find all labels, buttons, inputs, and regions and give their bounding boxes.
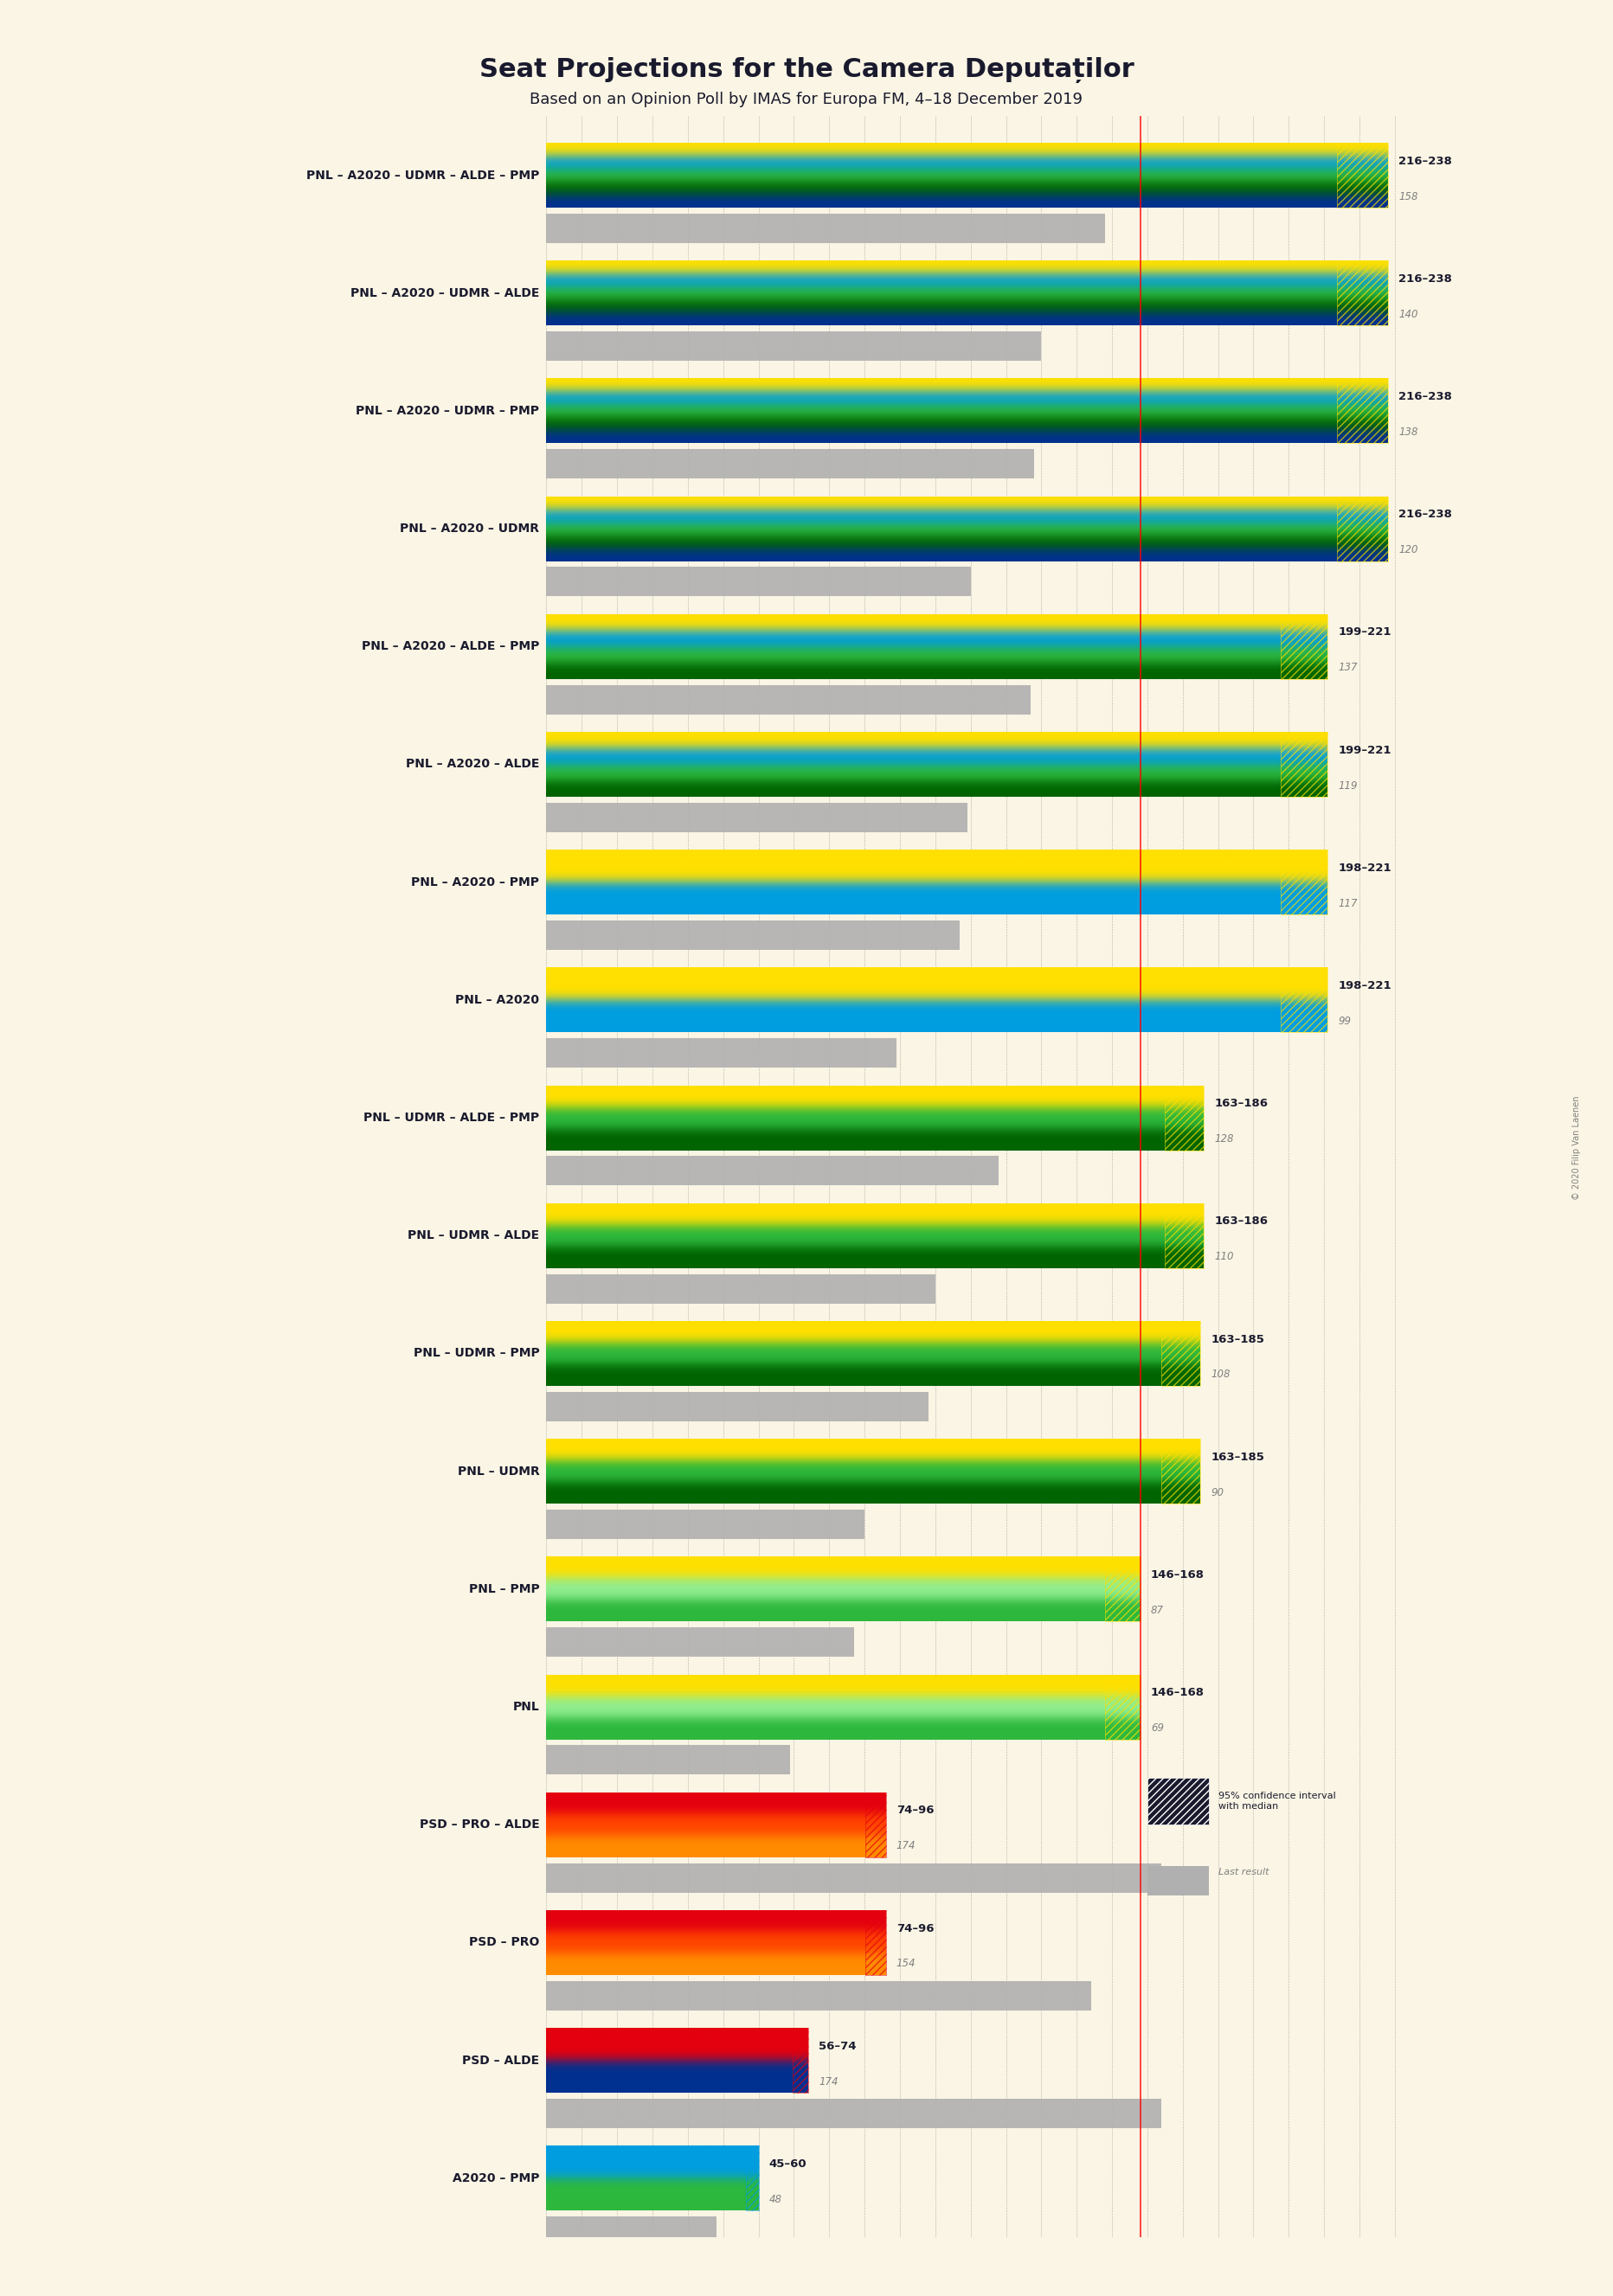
Bar xyxy=(547,1745,790,1775)
Bar xyxy=(745,2147,758,2211)
Text: 216–238: 216–238 xyxy=(1398,273,1452,285)
Text: 108: 108 xyxy=(1211,1368,1231,1380)
Bar xyxy=(547,1628,853,1658)
Text: PNL – A2020 – PMP: PNL – A2020 – PMP xyxy=(411,877,539,889)
Bar xyxy=(547,1862,1161,1892)
Text: A2020 – PMP: A2020 – PMP xyxy=(452,2172,539,2183)
Text: 45–60: 45–60 xyxy=(769,2158,806,2170)
Bar xyxy=(866,1910,886,1975)
Text: 140: 140 xyxy=(1398,308,1418,319)
Text: PNL – A2020 – UDMR – ALDE: PNL – A2020 – UDMR – ALDE xyxy=(350,287,539,298)
Text: PNL – UDMR – PMP: PNL – UDMR – PMP xyxy=(413,1348,539,1359)
Text: 154: 154 xyxy=(897,1958,916,1970)
Text: 95% confidence interval
with median: 95% confidence interval with median xyxy=(1218,1791,1336,1812)
Text: 117: 117 xyxy=(1339,898,1358,909)
Text: 137: 137 xyxy=(1339,661,1358,673)
Text: 174: 174 xyxy=(897,1841,916,1851)
Text: PSD – ALDE: PSD – ALDE xyxy=(463,2055,539,2066)
Text: 216–238: 216–238 xyxy=(1398,156,1452,168)
Text: © 2020 Filip Van Laenen: © 2020 Filip Van Laenen xyxy=(1573,1095,1581,1201)
Text: PNL – UDMR – ALDE: PNL – UDMR – ALDE xyxy=(408,1231,539,1242)
Bar xyxy=(1337,379,1387,443)
Text: 110: 110 xyxy=(1215,1251,1234,1263)
Text: 48: 48 xyxy=(769,2193,782,2204)
Bar xyxy=(1165,1086,1203,1150)
Text: 216–238: 216–238 xyxy=(1398,390,1452,402)
Bar xyxy=(547,1038,897,1068)
Text: PNL – A2020 – ALDE – PMP: PNL – A2020 – ALDE – PMP xyxy=(361,641,539,652)
Bar xyxy=(547,1157,998,1185)
Bar xyxy=(1105,1674,1140,1740)
Bar xyxy=(1105,1557,1140,1621)
Bar xyxy=(1337,496,1387,560)
Text: 69: 69 xyxy=(1152,1722,1165,1733)
Text: PNL – PMP: PNL – PMP xyxy=(469,1582,539,1596)
Text: PSD – PRO – ALDE: PSD – PRO – ALDE xyxy=(419,1818,539,1830)
Bar xyxy=(547,804,968,831)
Bar xyxy=(1337,142,1387,207)
Bar xyxy=(1147,1867,1210,1896)
Text: PNL – A2020 – UDMR – PMP: PNL – A2020 – UDMR – PMP xyxy=(356,404,539,418)
Bar xyxy=(1165,1203,1203,1267)
Bar xyxy=(547,214,1105,243)
Text: 90: 90 xyxy=(1211,1488,1224,1497)
Text: 56–74: 56–74 xyxy=(819,2041,857,2053)
Text: PNL – A2020: PNL – A2020 xyxy=(455,994,539,1006)
Text: PNL – A2020 – UDMR – ALDE – PMP: PNL – A2020 – UDMR – ALDE – PMP xyxy=(306,170,539,181)
Text: 146–168: 146–168 xyxy=(1152,1688,1205,1699)
Bar xyxy=(547,1508,865,1538)
Bar xyxy=(1337,262,1387,326)
Bar xyxy=(792,2027,808,2092)
Text: 119: 119 xyxy=(1339,781,1358,792)
Bar xyxy=(1281,732,1327,797)
Text: PNL – A2020 – UDMR: PNL – A2020 – UDMR xyxy=(400,523,539,535)
Text: 199–221: 199–221 xyxy=(1339,744,1392,755)
Bar xyxy=(547,1981,1090,2011)
Bar xyxy=(547,567,971,597)
Bar xyxy=(547,450,1034,478)
Bar xyxy=(547,1274,936,1304)
Text: 87: 87 xyxy=(1152,1605,1165,1616)
Text: 146–168: 146–168 xyxy=(1152,1570,1205,1580)
Text: Seat Projections for the Camera Deputaților: Seat Projections for the Camera Deputați… xyxy=(479,57,1134,83)
Text: 138: 138 xyxy=(1398,427,1418,439)
Text: 174: 174 xyxy=(819,2076,839,2087)
Text: 158: 158 xyxy=(1398,191,1418,202)
Text: 120: 120 xyxy=(1398,544,1418,556)
Text: 198–221: 198–221 xyxy=(1339,863,1392,875)
Bar xyxy=(1147,1777,1210,1825)
Text: 198–221: 198–221 xyxy=(1339,980,1392,992)
Text: Last result: Last result xyxy=(1218,1867,1269,1876)
Bar xyxy=(547,331,1042,360)
Bar xyxy=(1161,1320,1200,1387)
Text: PNL – UDMR – ALDE – PMP: PNL – UDMR – ALDE – PMP xyxy=(363,1111,539,1123)
Text: Based on an Opinion Poll by IMAS for Europa FM, 4–18 December 2019: Based on an Opinion Poll by IMAS for Eur… xyxy=(531,92,1082,108)
Text: 163–185: 163–185 xyxy=(1211,1451,1265,1463)
Text: 128: 128 xyxy=(1215,1134,1234,1146)
Bar xyxy=(1281,613,1327,680)
Text: PNL – A2020 – ALDE: PNL – A2020 – ALDE xyxy=(406,758,539,771)
Text: PSD – PRO: PSD – PRO xyxy=(469,1936,539,1949)
Bar xyxy=(547,2099,1161,2128)
Text: 99: 99 xyxy=(1339,1015,1352,1026)
Text: 163–185: 163–185 xyxy=(1211,1334,1265,1345)
Text: 74–96: 74–96 xyxy=(897,1805,934,1816)
Bar xyxy=(547,1391,927,1421)
Text: 163–186: 163–186 xyxy=(1215,1097,1268,1109)
Text: PNL: PNL xyxy=(513,1701,539,1713)
Bar xyxy=(547,684,1031,714)
Text: PNL – UDMR: PNL – UDMR xyxy=(458,1465,539,1476)
Bar xyxy=(1161,1440,1200,1504)
Bar xyxy=(866,1793,886,1857)
Text: 163–186: 163–186 xyxy=(1215,1217,1268,1226)
Text: 216–238: 216–238 xyxy=(1398,510,1452,521)
Bar xyxy=(1281,967,1327,1033)
Bar xyxy=(1281,850,1327,914)
Bar xyxy=(547,921,960,951)
Text: 74–96: 74–96 xyxy=(897,1922,934,1933)
Text: 199–221: 199–221 xyxy=(1339,627,1392,638)
Bar xyxy=(547,2216,716,2245)
